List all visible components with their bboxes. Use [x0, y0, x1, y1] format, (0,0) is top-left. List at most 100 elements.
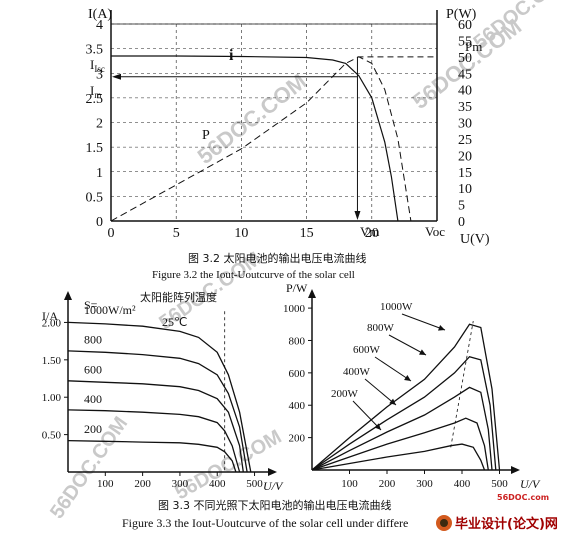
vm-arrow — [354, 211, 361, 220]
isc-subscript: Isc — [94, 64, 105, 74]
s-label: S= — [84, 298, 98, 312]
x-tick-label: 400 — [454, 478, 471, 490]
y-left-tick-label: 2.5 — [86, 92, 104, 107]
series-label: 400W — [343, 366, 371, 378]
x-tick-labels: 100 200 300 400 500 — [341, 470, 508, 490]
x-tick-label: 0 — [108, 226, 115, 241]
series-line — [67, 321, 252, 473]
y-left-tick-label: 3 — [96, 67, 103, 82]
y-left-tick-label: 2 — [96, 117, 103, 132]
y-right-tick-label: 15 — [458, 166, 472, 181]
series-line — [67, 380, 244, 473]
x-axis-label: U(V) — [460, 232, 490, 247]
series-lines — [67, 321, 252, 473]
y-left-axis-label: I(A) — [88, 7, 112, 22]
x-tick-label: 100 — [341, 478, 358, 490]
series-arrow — [388, 334, 427, 356]
x-axis-arrow — [511, 466, 520, 474]
figure-iv-irradiance: 0.50 1.00 1.50 2.00 100 200 300 400 500 I/A U/V… — [42, 290, 284, 493]
y-tick-label: 800 — [289, 335, 306, 347]
y-left-tick-label: 3.5 — [86, 43, 104, 58]
series-label: 600W — [353, 344, 381, 356]
y-tick-label: 400 — [289, 400, 306, 412]
caption-cn-fig33: 图 3.3 不同光照下太阳电池的输出电压电流曲线 — [158, 498, 392, 512]
y-right-tick-label: 30 — [458, 117, 472, 132]
series-arrowhead — [404, 375, 411, 381]
series-line — [311, 386, 493, 471]
y-tick-label: 1.50 — [42, 355, 62, 367]
series-arrowhead — [374, 423, 381, 430]
mpp-dashed-line — [450, 320, 474, 448]
x-tick-labels: 0 5 10 15 20 — [108, 226, 379, 241]
y-right-tick-label: 10 — [458, 182, 472, 197]
y-tick-label: 600 — [289, 368, 306, 380]
label-p-curve: P — [202, 128, 210, 143]
y-left-tick-labels: 0 0.5 1 1.5 2 2.5 3 3.5 4 — [86, 18, 104, 230]
series-lines — [311, 323, 501, 471]
chart-grid — [111, 23, 437, 221]
label-voc: Voc — [425, 224, 445, 239]
y-left-tick-label: 0.5 — [86, 190, 104, 205]
y-left-tick-label: 0 — [96, 215, 103, 230]
y-right-tick-label: 35 — [458, 100, 472, 115]
im-arrow — [112, 73, 121, 80]
label-isc: IIsc — [90, 57, 105, 74]
series-line — [311, 323, 501, 471]
y-right-tick-label: 60 — [458, 18, 472, 33]
temperature-value: 25℃ — [162, 315, 187, 329]
series-line-i — [111, 55, 399, 222]
series-arrow — [401, 313, 446, 331]
y-right-tick-label: 50 — [458, 51, 472, 66]
caption-en-fig32: Figure 3.2 the Iout-Uoutcurve of the sol… — [152, 269, 355, 281]
label-pm: Pm — [465, 39, 482, 54]
x-tick-label: 300 — [416, 478, 433, 490]
y-right-tick-label: 20 — [458, 149, 472, 164]
y-right-axis-label: P(W) — [446, 7, 477, 22]
x-tick-label: 400 — [209, 478, 226, 490]
series-arrow — [352, 400, 382, 431]
x-tick-label: 10 — [234, 226, 248, 241]
watermark: 56DOC.COM — [193, 69, 311, 169]
series-arrow — [364, 378, 397, 406]
x-tick-label: 20 — [365, 226, 379, 241]
y-right-tick-label: 0 — [458, 215, 465, 230]
temperature-header: 太阳能阵列温度 — [140, 290, 217, 304]
y-left-tick-label: 1 — [96, 166, 103, 181]
series-label: 800W — [367, 322, 395, 334]
series-arrowhead — [389, 398, 396, 405]
y-axis-label: I/A — [42, 309, 58, 323]
label-i-curve: i — [229, 47, 234, 64]
x-tick-label: 100 — [97, 478, 114, 490]
series-labels: 1000W 800W 600W 400W 200W — [331, 301, 446, 431]
site-logo: 56DOC.com 毕业设计(论文)网 — [436, 493, 558, 532]
y-right-tick-label: 55 — [458, 34, 472, 49]
y-tick-label: 200 — [289, 433, 306, 445]
y-right-tick-label: 45 — [458, 67, 472, 82]
series-line — [311, 355, 497, 471]
y-tick-label: 2.00 — [42, 317, 62, 329]
y-axis-label: P/W — [286, 281, 308, 295]
label-vm: Vm — [360, 224, 380, 239]
irradiance-label: 400 — [84, 392, 102, 406]
x-tick-label: 200 — [379, 478, 396, 490]
logo-emblem-inner — [440, 519, 448, 527]
series-arrow — [374, 356, 412, 382]
figure-pv-irradiance: 200 400 600 800 1000 100 200 300 400 500 P/W U/V… — [283, 281, 541, 491]
y-left-tick-label: 1.5 — [86, 141, 104, 156]
y-tick-labels: 0.50 1.00 1.50 2.00 — [42, 317, 68, 442]
x-tick-labels: 100 200 300 400 500 — [97, 472, 263, 490]
x-tick-label: 200 — [134, 478, 151, 490]
x-tick-label: 300 — [172, 478, 189, 490]
x-axis-label: U/V — [520, 477, 541, 491]
y-left-tick-label: 4 — [96, 18, 103, 33]
label-im: Im — [90, 83, 101, 100]
caption-en-fig33: Figure 3.3 the Iout-Uoutcurve of the sol… — [122, 516, 408, 530]
logo-text: 毕业设计(论文)网 — [455, 516, 558, 532]
series-line — [67, 350, 248, 473]
x-tick-label: 500 — [491, 478, 508, 490]
irradiance-label: 200 — [84, 422, 102, 436]
x-tick-label: 5 — [173, 226, 180, 241]
series-line — [311, 417, 489, 471]
